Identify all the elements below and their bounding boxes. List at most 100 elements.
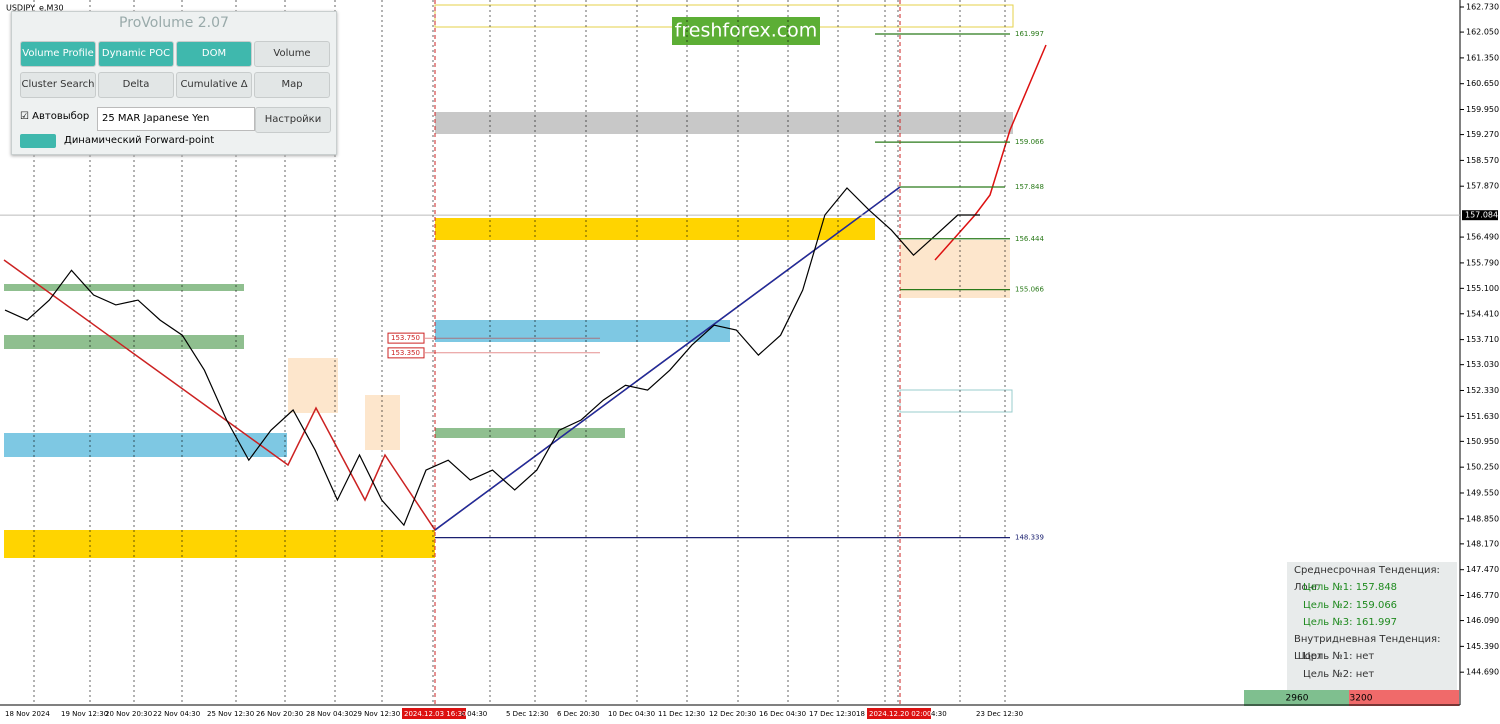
x-tick-label: 16 Dec 04:30 bbox=[759, 710, 806, 718]
x-tick-label: 11 Dec 12:30 bbox=[658, 710, 705, 718]
y-tick-label: 162.730 bbox=[1466, 3, 1499, 12]
panel-button[interactable]: DOM bbox=[176, 41, 252, 67]
price-line bbox=[4, 187, 980, 527]
buy-bar bbox=[1244, 690, 1349, 706]
zone bbox=[365, 395, 400, 450]
x-tick-label: 5 Dec 12:30 bbox=[506, 710, 549, 718]
info-line: Цель №1: 157.848 bbox=[1303, 582, 1398, 594]
y-tick-label: 145.390 bbox=[1466, 642, 1499, 651]
x-tick-label: 29 Nov 12:30 bbox=[353, 710, 400, 718]
x-tick-label: 19 Nov 12:30 bbox=[61, 710, 108, 718]
y-tick-label: 147.470 bbox=[1466, 565, 1499, 574]
level-label: 161.997 bbox=[1015, 30, 1044, 38]
x-tick-label: 6 Dec 20:30 bbox=[557, 710, 600, 718]
forward-label: Динамический Forward-point bbox=[64, 135, 215, 146]
x-tick-label: 2024.12.20 02:00 bbox=[869, 710, 931, 718]
y-tick-label: 149.550 bbox=[1466, 488, 1499, 497]
zone bbox=[288, 358, 338, 413]
panel-button[interactable]: Dynamic POC bbox=[98, 41, 174, 67]
y-tick-label: 148.850 bbox=[1466, 514, 1499, 523]
instrument-select[interactable]: 25 MAR Japanese Yen bbox=[97, 107, 255, 131]
current-price: 157.084 bbox=[1465, 211, 1498, 220]
buy-volume: 2960 bbox=[1286, 694, 1309, 704]
x-tick-label: 2024.12.03 16:30 bbox=[404, 710, 466, 718]
panel-button[interactable]: Volume Profile bbox=[20, 41, 96, 67]
level-label: 156.444 bbox=[1015, 235, 1044, 243]
x-tick-label: 23 Dec 12:30 bbox=[976, 710, 1023, 718]
red-level-label: 153.750 bbox=[391, 334, 420, 342]
y-tick-label: 151.630 bbox=[1466, 412, 1499, 421]
current-price-box bbox=[1462, 210, 1498, 221]
red-level-label: 153.350 bbox=[391, 349, 420, 357]
level-label: 159.066 bbox=[1015, 138, 1044, 146]
provolume-panel: ProVolume 2.07 Volume Profile Dynamic POC… bbox=[11, 11, 337, 155]
level-label: 157.848 bbox=[1015, 183, 1044, 191]
y-tick-label: 155.790 bbox=[1466, 258, 1499, 267]
zone bbox=[435, 112, 1013, 134]
watermark: freshforex.com bbox=[675, 20, 818, 42]
y-tick-label: 153.030 bbox=[1466, 360, 1499, 369]
y-tick-label: 146.770 bbox=[1466, 591, 1499, 600]
zone bbox=[435, 218, 875, 240]
x-tick-label: 10 Dec 04:30 bbox=[608, 710, 655, 718]
y-tick-label: 159.950 bbox=[1466, 105, 1499, 114]
x-tick-label: 18 D bbox=[856, 710, 873, 718]
x-tick-label: c 04:30 bbox=[461, 710, 487, 718]
zone bbox=[4, 284, 244, 291]
panel-button[interactable]: Volume bbox=[254, 41, 330, 67]
time-highlight bbox=[402, 708, 466, 719]
zone bbox=[435, 320, 730, 342]
toggle[interactable] bbox=[20, 134, 56, 148]
x-tick-label: 4:30 bbox=[931, 710, 947, 718]
y-tick-label: 144.690 bbox=[1466, 668, 1499, 677]
y-tick-label: 150.950 bbox=[1466, 437, 1499, 446]
y-tick-label: 155.100 bbox=[1466, 284, 1499, 293]
y-tick-label: 156.490 bbox=[1466, 233, 1499, 242]
y-tick-label: 152.330 bbox=[1466, 386, 1499, 395]
panel-button[interactable]: Cluster Search bbox=[20, 72, 96, 98]
y-tick-label: 159.270 bbox=[1466, 130, 1499, 139]
y-tick-label: 158.570 bbox=[1466, 156, 1499, 165]
panel-button[interactable]: Delta bbox=[98, 72, 174, 98]
sell-bar bbox=[1349, 690, 1459, 706]
info-line: Цель №1: нет bbox=[1303, 651, 1375, 663]
watermark-bg bbox=[672, 17, 820, 45]
x-tick-label: 25 Nov 12:30 bbox=[207, 710, 254, 718]
y-tick-label: 148.170 bbox=[1466, 539, 1499, 548]
info-line: Внутридневная Тенденция: Шорт bbox=[1294, 634, 1441, 663]
symbol: USDJPY_e,M30 bbox=[6, 4, 64, 13]
sell-volume: 3200 bbox=[1350, 694, 1373, 704]
info-line: Цель №2: 159.066 bbox=[1303, 599, 1398, 611]
x-tick-label: 26 Nov 20:30 bbox=[256, 710, 303, 718]
x-tick-label: 20 Nov 20:30 bbox=[105, 710, 152, 718]
zones bbox=[0, 0, 1461, 706]
y-tick-label: 153.710 bbox=[1466, 335, 1499, 344]
x-tick-label: 18 Nov 2024 bbox=[5, 710, 50, 718]
y-tick-label: 146.090 bbox=[1466, 616, 1499, 625]
zone bbox=[900, 240, 1010, 298]
level-label: 148.339 bbox=[1015, 534, 1044, 542]
y-tick-label: 154.410 bbox=[1466, 309, 1499, 318]
y-tick-label: 162.050 bbox=[1466, 28, 1499, 37]
info-box: Среднесрочная Тенденция: Лонг Цель №1: 15… bbox=[1287, 562, 1457, 690]
trend bbox=[434, 186, 901, 531]
x-tick-label: 28 Nov 04:30 bbox=[306, 710, 353, 718]
forecast bbox=[934, 44, 1047, 261]
info-line: Среднесрочная Тенденция: Лонг bbox=[1294, 565, 1440, 593]
panel-button[interactable]: Cumulative Δ bbox=[176, 72, 252, 98]
info-line: Цель №3: 161.997 bbox=[1303, 616, 1398, 628]
y-tick-label: 160.650 bbox=[1466, 79, 1499, 88]
auto-checkbox[interactable]: ☑ Автовыбор bbox=[20, 111, 90, 122]
panel-title: ProVolume 2.07 bbox=[119, 15, 229, 31]
zone bbox=[4, 530, 435, 558]
red-level-box bbox=[387, 332, 425, 344]
panel-button[interactable]: Map bbox=[254, 72, 330, 98]
auto-label: Автовыбор bbox=[32, 111, 90, 122]
x-tick-label: 22 Nov 04:30 bbox=[153, 710, 200, 718]
y-tick-label: 161.350 bbox=[1466, 53, 1499, 62]
settings-button[interactable]: Настройки bbox=[255, 107, 331, 133]
y-tick-label: 150.250 bbox=[1466, 463, 1499, 472]
y-tick-label: 157.870 bbox=[1466, 182, 1499, 191]
x-tick-label: 17 Dec 12:30 bbox=[809, 710, 856, 718]
